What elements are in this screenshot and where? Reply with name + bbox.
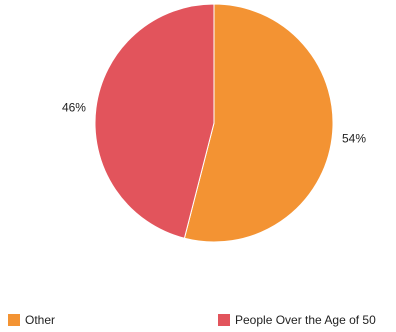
pie-label-people-over-the-age-of-50: 46% xyxy=(62,100,86,114)
legend-swatch-other xyxy=(8,314,20,326)
legend-item-other[interactable]: Other xyxy=(8,313,55,327)
legend: Other People Over the Age of 50 xyxy=(0,313,396,329)
pie-chart: 54% 46% xyxy=(62,3,366,243)
legend-swatch-people-over-50 xyxy=(218,314,230,326)
pie-label-other: 54% xyxy=(342,132,366,146)
legend-item-people-over-50[interactable]: People Over the Age of 50 xyxy=(218,313,376,327)
legend-label-people-over-50: People Over the Age of 50 xyxy=(235,313,376,327)
pie-slices xyxy=(94,3,334,243)
pie-slice-other[interactable] xyxy=(183,3,334,243)
legend-label-other: Other xyxy=(25,313,56,327)
pie-slice-people-over-the-age-of-50[interactable] xyxy=(94,3,215,239)
pie-labels: 54% 46% xyxy=(62,100,366,145)
